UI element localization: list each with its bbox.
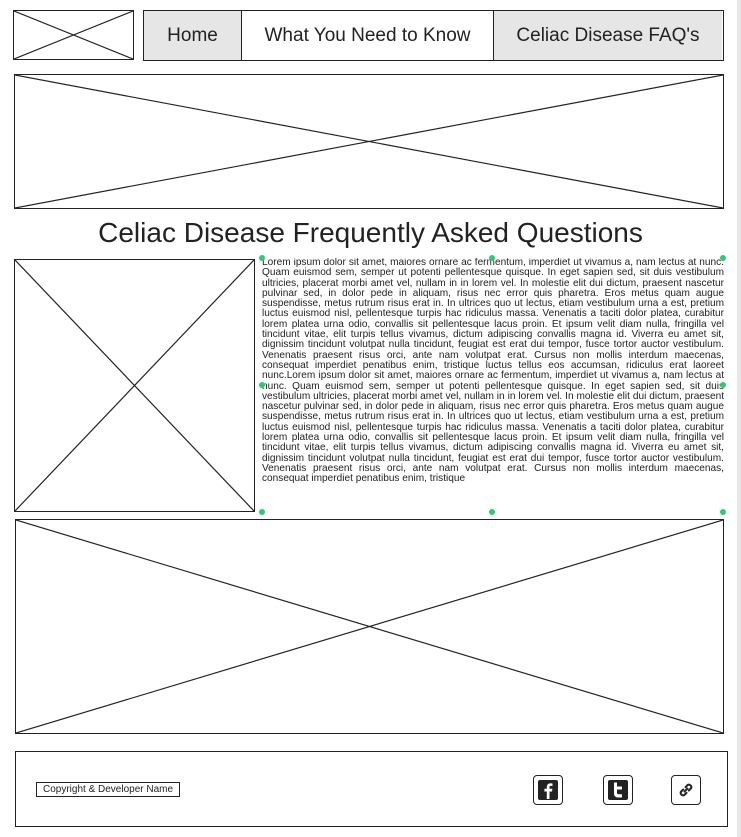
selection-handle-middle-right[interactable] xyxy=(720,382,726,388)
selection-handle-bottom-left[interactable] xyxy=(259,509,265,515)
facebook-button[interactable] xyxy=(533,775,563,805)
banner-placeholder-cross xyxy=(15,75,723,208)
side-image-placeholder xyxy=(14,259,255,512)
page-title: Celiac Disease Frequently Asked Question… xyxy=(98,217,643,248)
logo-placeholder-cross xyxy=(14,11,133,59)
link-icon xyxy=(679,783,693,797)
link-button[interactable] xyxy=(671,775,701,805)
selection-handle-top-left[interactable] xyxy=(259,255,265,261)
facebook-icon xyxy=(538,780,558,800)
selection-handle-bottom-right[interactable] xyxy=(720,509,726,515)
copyright-text: Copyright & Developer Name xyxy=(36,782,181,797)
selection-handle-top-right[interactable] xyxy=(720,255,726,261)
page-scrollbar[interactable] xyxy=(737,0,741,837)
side-image-placeholder-cross xyxy=(15,260,254,511)
selection-handle-top-center[interactable] xyxy=(489,255,495,261)
main-nav: Home What You Need to Know Celiac Diseas… xyxy=(143,10,724,61)
banner-placeholder xyxy=(14,74,724,209)
nav-item-what-you-need-to-know[interactable]: What You Need to Know xyxy=(242,11,494,60)
content-image-placeholder-cross xyxy=(16,520,723,733)
faq-body-text[interactable]: Lorem ipsum dolor sit amet, maiores orna… xyxy=(262,258,724,485)
selection-handle-middle-left[interactable] xyxy=(259,382,265,388)
nav-item-celiac-faq[interactable]: Celiac Disease FAQ's xyxy=(494,11,722,60)
selection-handle-bottom-center[interactable] xyxy=(489,509,495,515)
twitter-button[interactable] xyxy=(603,775,633,805)
content-image-placeholder xyxy=(15,519,724,734)
twitter-icon xyxy=(608,780,628,800)
logo-placeholder xyxy=(13,10,134,60)
nav-item-home[interactable]: Home xyxy=(144,11,242,60)
footer: Copyright & Developer Name xyxy=(15,751,728,827)
